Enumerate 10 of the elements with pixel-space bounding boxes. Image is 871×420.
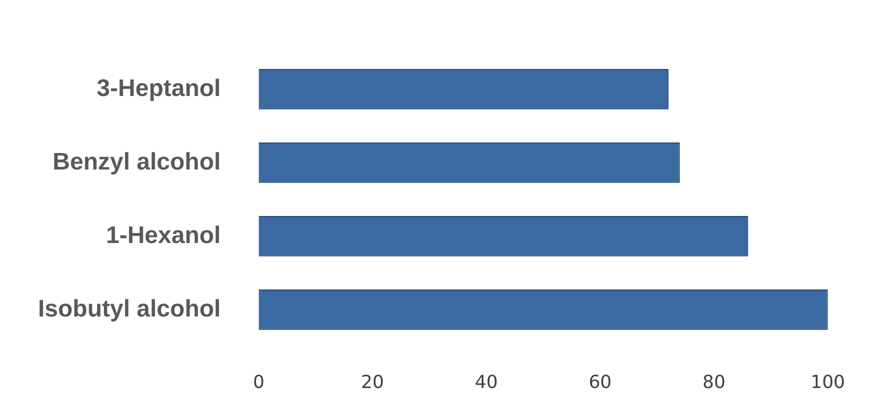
x-tick-label: 100 bbox=[810, 372, 845, 393]
y-tick-label: 1-Hexanol bbox=[106, 222, 221, 249]
y-tick-label: Benzyl alcohol bbox=[52, 148, 221, 176]
x-tick-label: 60 bbox=[588, 372, 612, 393]
x-tick-label: 0 bbox=[252, 372, 264, 393]
y-tick-label: 3-Heptanol bbox=[96, 74, 221, 102]
x-tick-label: 20 bbox=[361, 372, 384, 393]
x-tick-label: 40 bbox=[474, 372, 498, 393]
x-tick-label: 80 bbox=[702, 372, 726, 393]
y-tick-label: Isobutyl alcohol bbox=[38, 295, 221, 322]
